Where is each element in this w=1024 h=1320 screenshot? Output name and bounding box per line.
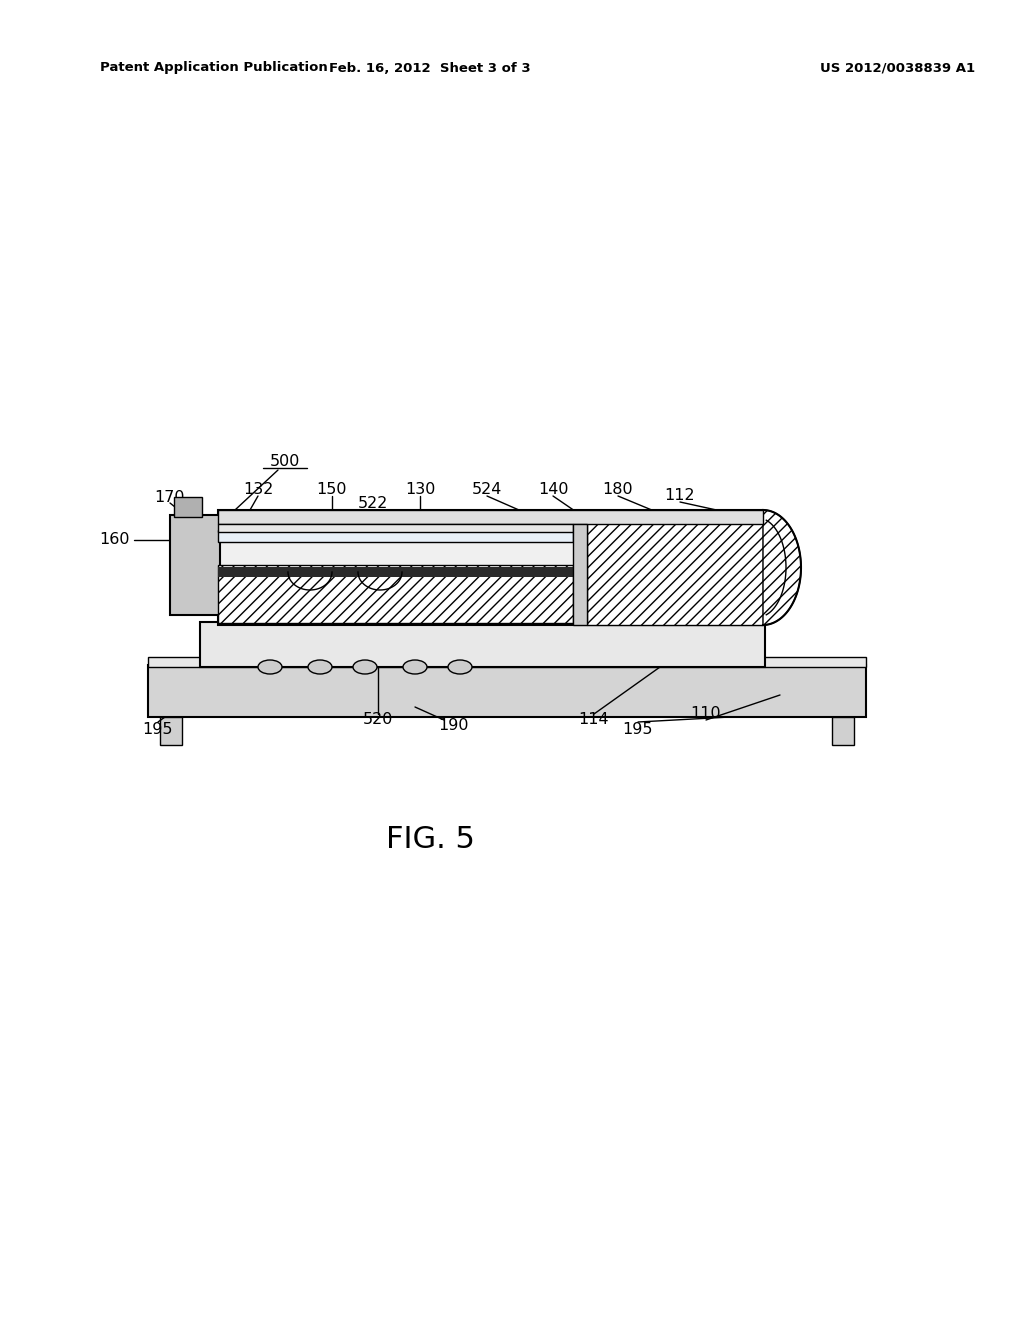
Text: US 2012/0038839 A1: US 2012/0038839 A1	[820, 62, 975, 74]
Bar	[170, 515, 220, 615]
Text: 140: 140	[538, 483, 568, 498]
Bar	[160, 717, 182, 744]
Bar	[148, 657, 866, 667]
Text: 114: 114	[579, 713, 609, 727]
Text: 522: 522	[357, 496, 388, 511]
Text: 195: 195	[142, 722, 173, 738]
Bar	[218, 565, 573, 623]
Bar	[587, 510, 763, 624]
Bar	[218, 524, 573, 532]
Text: Patent Application Publication: Patent Application Publication	[100, 62, 328, 74]
Ellipse shape	[258, 660, 282, 675]
Bar	[218, 531, 573, 543]
Text: 130: 130	[404, 483, 435, 498]
Bar	[573, 524, 587, 624]
Ellipse shape	[403, 660, 427, 675]
Bar	[174, 498, 202, 517]
Bar	[148, 665, 866, 717]
Ellipse shape	[353, 660, 377, 675]
Text: 112: 112	[665, 488, 695, 503]
Text: 500: 500	[269, 454, 300, 470]
Bar	[218, 510, 763, 624]
Text: Feb. 16, 2012  Sheet 3 of 3: Feb. 16, 2012 Sheet 3 of 3	[329, 62, 530, 74]
Text: FIG. 5: FIG. 5	[386, 825, 474, 854]
Text: 195: 195	[623, 722, 653, 738]
Text: 110: 110	[690, 706, 721, 722]
Bar	[218, 510, 763, 524]
Bar	[200, 622, 765, 667]
Text: 160: 160	[99, 532, 130, 548]
Bar	[831, 717, 854, 744]
Text: 524: 524	[472, 483, 502, 498]
Bar	[218, 568, 573, 577]
Ellipse shape	[308, 660, 332, 675]
Ellipse shape	[449, 660, 472, 675]
Text: 190: 190	[437, 718, 468, 734]
Text: 132: 132	[243, 483, 273, 498]
Text: 520: 520	[362, 713, 393, 727]
Text: 180: 180	[603, 483, 633, 498]
Text: 170: 170	[155, 490, 185, 504]
Polygon shape	[763, 510, 801, 624]
Text: 150: 150	[316, 483, 347, 498]
